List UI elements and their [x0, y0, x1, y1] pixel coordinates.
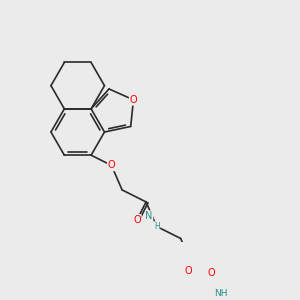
Text: N: N — [146, 211, 153, 221]
Text: O: O — [184, 266, 192, 276]
Text: H: H — [154, 222, 160, 231]
Text: O: O — [108, 160, 115, 170]
Text: O: O — [133, 215, 141, 225]
Text: O: O — [208, 268, 215, 278]
Text: NH: NH — [214, 289, 227, 298]
Text: O: O — [130, 95, 137, 105]
